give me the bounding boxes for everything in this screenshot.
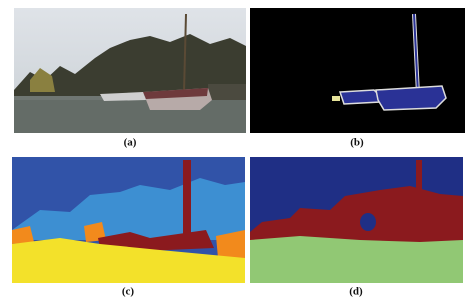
photo-panel bbox=[14, 8, 246, 133]
panel-label: (b) bbox=[350, 137, 364, 149]
panel-label: (a) bbox=[124, 137, 137, 149]
mask-panel bbox=[250, 8, 465, 133]
figure: (a) (b) (c) (d) bbox=[0, 0, 475, 297]
panel-label: (d) bbox=[349, 286, 363, 297]
panel-label: (c) bbox=[122, 286, 135, 297]
segmentation-panel bbox=[250, 157, 463, 283]
segmentation-panel bbox=[12, 157, 245, 283]
